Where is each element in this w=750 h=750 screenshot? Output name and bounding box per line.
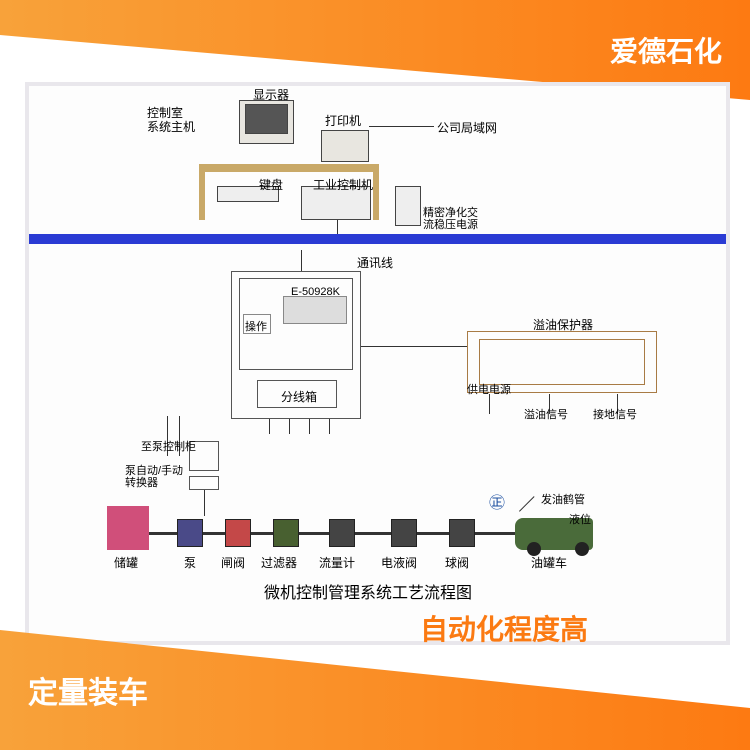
label-tanker: 油罐车 bbox=[531, 554, 567, 571]
feature-text: 自动化程度高 bbox=[420, 608, 588, 648]
label-overflow-protector: 溢油保护器 bbox=[533, 316, 593, 333]
connection-line bbox=[204, 490, 205, 516]
flowmeter-c bbox=[329, 519, 355, 547]
desk-leg-r bbox=[373, 164, 379, 220]
connection-line bbox=[329, 419, 330, 434]
label-comm-line: 通讯线 bbox=[357, 254, 393, 271]
connection-line bbox=[301, 250, 302, 271]
diagram-title: 微机控制管理系统工艺流程图 bbox=[264, 579, 472, 603]
connection-line bbox=[519, 496, 535, 512]
label-printer: 打印机 bbox=[325, 112, 361, 129]
label-solenoid: 电液阀 bbox=[381, 554, 417, 571]
separator-line bbox=[29, 234, 726, 244]
label-system-host: 系统主机 bbox=[147, 118, 195, 135]
label-to-pump-cabinet: 至泵控制柜 bbox=[141, 438, 196, 454]
printer-box bbox=[321, 130, 369, 162]
connection-line bbox=[309, 419, 310, 434]
connection-line bbox=[337, 220, 338, 234]
pump-c bbox=[177, 519, 203, 547]
connection-line bbox=[489, 394, 490, 414]
screen-box bbox=[283, 296, 347, 324]
label-overflow-signal: 溢油信号 bbox=[524, 406, 568, 422]
connection-line bbox=[269, 419, 270, 434]
label-flowmeter: 流量计 bbox=[319, 554, 355, 571]
label-ball-valve: 球阀 bbox=[445, 554, 469, 571]
filter-c bbox=[273, 519, 299, 547]
label-company-lan: 公司局域网 bbox=[437, 119, 497, 136]
label-pump-switch2: 转换器 bbox=[125, 474, 158, 490]
label-gate-valve: 闸阀 bbox=[221, 554, 245, 571]
ballvalve-c bbox=[449, 519, 475, 547]
canvas: 爱德石化 控制室系统主机显示器打印机公司局域网键盘工业控制机精密净化交流稳压电源… bbox=[0, 0, 750, 750]
label-tank: 储罐 bbox=[114, 554, 138, 571]
monitor-screen bbox=[245, 104, 288, 134]
label-pump: 泵 bbox=[184, 554, 196, 571]
label-ground-signal: 接地信号 bbox=[593, 406, 637, 422]
truck-wheel bbox=[575, 542, 589, 556]
gatevalve-c bbox=[225, 519, 251, 547]
protector-inner bbox=[479, 339, 645, 385]
desk bbox=[199, 164, 379, 172]
label-marker: ㊣ bbox=[489, 489, 505, 513]
label-keyboard: 键盘 bbox=[259, 176, 283, 193]
label-ind-computer: 工业控制机 bbox=[313, 176, 373, 193]
label-supply-power: 供电电源 bbox=[467, 381, 511, 397]
solenoid-c bbox=[391, 519, 417, 547]
brand-text: 爱德石化 bbox=[610, 30, 722, 70]
converter bbox=[189, 476, 219, 490]
label-controller-model: E-50928K bbox=[291, 286, 340, 298]
bottom-banner: 定量装车 bbox=[0, 630, 750, 750]
label-operate: 操作 bbox=[245, 318, 267, 334]
label-filter: 过滤器 bbox=[261, 554, 297, 571]
label-level: 液位 bbox=[569, 511, 591, 527]
label-crane-pipe: 发油鹤管 bbox=[541, 491, 585, 507]
connection-line bbox=[369, 126, 434, 127]
process-diagram: 控制室系统主机显示器打印机公司局域网键盘工业控制机精密净化交流稳压电源通讯线分线… bbox=[29, 86, 726, 641]
label-monitor: 显示器 bbox=[253, 86, 289, 103]
bottom-left-text: 定量装车 bbox=[28, 668, 148, 712]
connection-line bbox=[289, 419, 290, 434]
tank-box bbox=[107, 506, 149, 550]
psu-box bbox=[395, 186, 421, 226]
label-junction-box: 分线箱 bbox=[281, 388, 317, 405]
diagram-frame: 控制室系统主机显示器打印机公司局域网键盘工业控制机精密净化交流稳压电源通讯线分线… bbox=[25, 82, 730, 645]
connection-line bbox=[361, 346, 467, 347]
desk-leg-l bbox=[199, 164, 205, 220]
label-power-supply2: 流稳压电源 bbox=[423, 216, 478, 232]
